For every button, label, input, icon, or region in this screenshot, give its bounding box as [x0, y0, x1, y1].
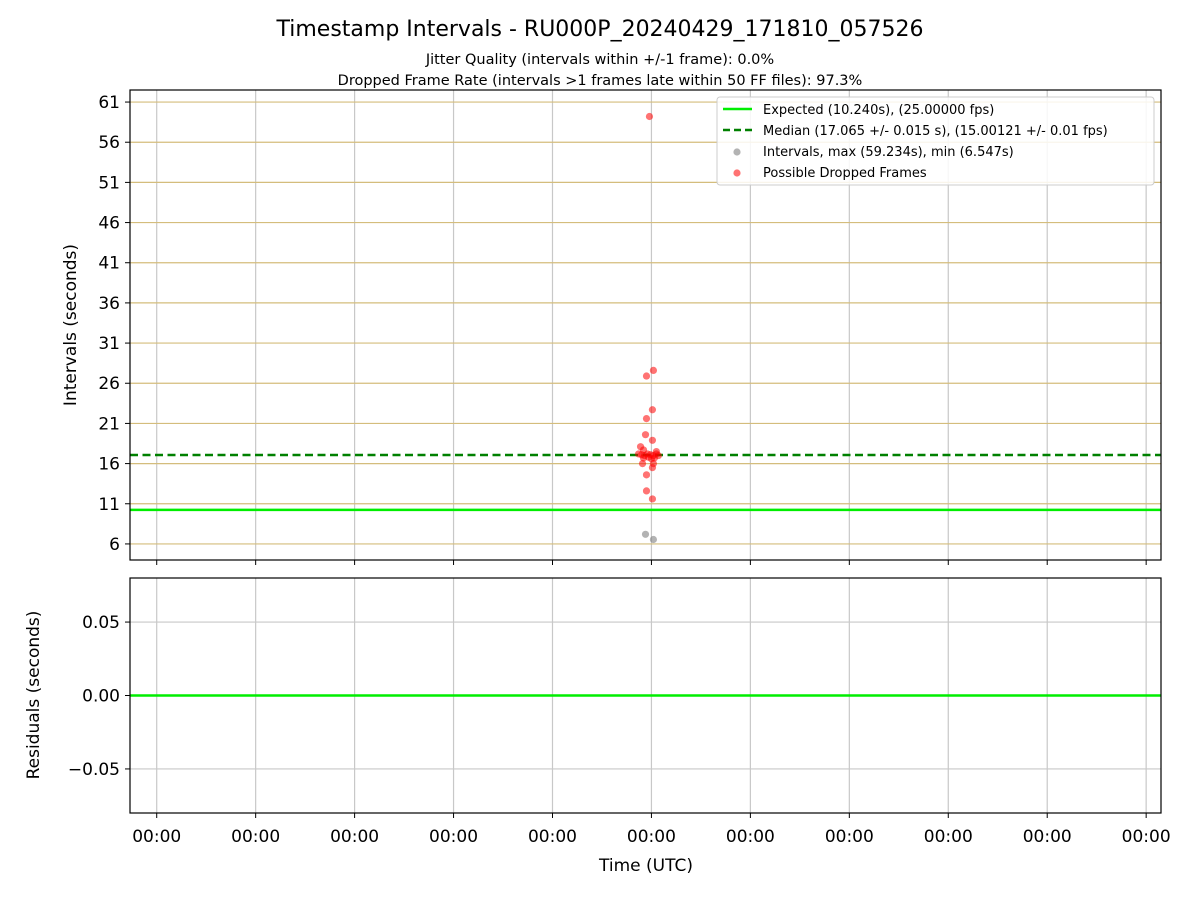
x-tick-label: 00:00	[825, 827, 874, 847]
dropped-frame-point	[642, 487, 651, 495]
x-axis-label: Time (UTC)	[598, 856, 693, 876]
x-tick-label: 00:00	[231, 827, 280, 847]
intervals-y-tick-label: 46	[98, 214, 120, 234]
intervals-y-tick-label: 56	[98, 133, 120, 153]
residuals-y-tick-label: 0.00	[82, 687, 120, 707]
dropped-frame-point	[642, 414, 651, 423]
dropped-frame-point	[648, 495, 657, 503]
intervals-y-axis-label: Intervals (seconds)	[61, 244, 81, 406]
dropped-frame-point	[649, 366, 658, 374]
intervals-axes-frame	[129, 89, 1162, 561]
dropped-frame-point	[648, 464, 657, 472]
x-tick-label: 00:00	[726, 827, 775, 847]
dropped-frame-point	[650, 454, 659, 462]
x-tick-label: 00:00	[627, 827, 676, 847]
legend-intervals-marker	[733, 148, 741, 156]
dropped-frame-point	[645, 112, 654, 121]
legend-dropped-marker	[733, 169, 741, 177]
dropped-frame-point	[642, 372, 651, 380]
dropped-frame-point	[642, 471, 651, 479]
intervals-panel: 6 11 16 21 26 31 36 41 46 51 56 61	[98, 89, 1162, 565]
intervals-y-tick-label: 21	[98, 414, 120, 434]
x-tick-label: 00:00	[429, 827, 478, 847]
legend-median-label: Median (17.065 +/- 0.015 s), (15.00121 +…	[763, 124, 1108, 139]
x-tick-label: 00:00	[528, 827, 577, 847]
interval-point	[641, 530, 650, 538]
residuals-axes-frame	[129, 577, 1162, 814]
chart-title: Timestamp Intervals - RU000P_20240429_17…	[275, 17, 923, 42]
legend-intervals-label: Intervals, max (59.234s), min (6.547s)	[763, 145, 1014, 160]
residuals-y-tick-label: 0.05	[82, 613, 120, 633]
dropped-frame-point	[648, 436, 657, 444]
interval-point	[649, 535, 658, 544]
chart-subtitle-dropped: Dropped Frame Rate (intervals >1 frames …	[338, 73, 863, 89]
intervals-y-tick-label: 36	[98, 294, 120, 314]
x-tick-label: 00:00	[924, 827, 973, 847]
intervals-y-tick-label: 16	[98, 455, 120, 475]
x-tick-label: 00:00	[1023, 827, 1072, 847]
dropped-frame-point	[648, 406, 657, 414]
residuals-y-axis-label: Residuals (seconds)	[24, 611, 44, 780]
dropped-frame-point	[638, 459, 647, 468]
residuals-y-tick-label: −0.05	[68, 760, 120, 780]
intervals-y-tick-label: 31	[98, 334, 120, 354]
legend-box	[716, 96, 1155, 186]
intervals-y-tick-label: 11	[98, 495, 120, 515]
intervals-y-tick-label: 41	[98, 254, 120, 274]
legend: Expected (10.240s), (25.00000 fps) Media…	[716, 96, 1155, 186]
chart-subtitle-jitter: Jitter Quality (intervals within +/-1 fr…	[425, 52, 774, 68]
intervals-y-tick-label: 51	[98, 173, 120, 193]
legend-expected-label: Expected (10.240s), (25.00000 fps)	[763, 103, 994, 118]
legend-dropped-label: Possible Dropped Frames	[763, 166, 927, 181]
intervals-y-tick-label: 26	[98, 374, 120, 394]
x-tick-label: 00:00	[132, 827, 181, 847]
x-tick-label: 00:00	[1122, 827, 1171, 847]
residuals-panel: 00:00 00:00 00:00 00:00 00:00 00:00 00:00 00:00…	[68, 577, 1171, 847]
intervals-y-tick-label: 61	[98, 93, 120, 113]
intervals-y-tick-label: 6	[109, 535, 120, 555]
x-tick-label: 00:00	[330, 827, 379, 847]
dropped-frame-point	[641, 431, 650, 439]
